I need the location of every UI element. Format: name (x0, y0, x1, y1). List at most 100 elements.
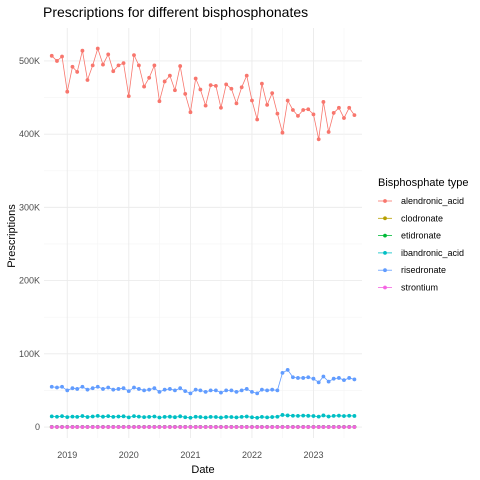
data-point-ibandronic_acid (111, 415, 115, 419)
data-point-strontium (142, 425, 146, 429)
data-point-alendronic_acid (183, 92, 187, 96)
data-point-strontium (194, 425, 198, 429)
data-point-risedronate (327, 380, 331, 384)
data-point-strontium (224, 425, 228, 429)
data-point-alendronic_acid (214, 84, 218, 88)
legend-key-point (383, 216, 387, 220)
data-point-risedronate (342, 378, 346, 382)
data-point-risedronate (347, 376, 351, 380)
data-point-risedronate (332, 377, 336, 381)
data-point-risedronate (306, 375, 310, 379)
data-point-ibandronic_acid (322, 414, 326, 418)
y-tick-label: 0 (35, 422, 40, 432)
data-point-ibandronic_acid (173, 415, 177, 419)
data-point-ibandronic_acid (106, 414, 110, 418)
data-point-ibandronic_acid (101, 415, 105, 419)
data-point-risedronate (270, 388, 274, 392)
data-point-strontium (132, 425, 136, 429)
data-point-ibandronic_acid (132, 414, 136, 418)
data-point-ibandronic_acid (158, 416, 162, 420)
data-point-alendronic_acid (65, 90, 69, 94)
data-point-ibandronic_acid (86, 415, 90, 419)
x-tick-label: 2019 (57, 450, 77, 460)
data-point-alendronic_acid (168, 74, 172, 78)
data-point-alendronic_acid (96, 47, 100, 51)
data-point-ibandronic_acid (265, 415, 269, 419)
data-point-alendronic_acid (260, 82, 264, 86)
data-point-ibandronic_acid (301, 414, 305, 418)
data-point-alendronic_acid (147, 76, 151, 80)
data-point-alendronic_acid (301, 108, 305, 112)
data-point-strontium (111, 425, 115, 429)
data-point-alendronic_acid (265, 103, 269, 107)
data-point-risedronate (240, 389, 244, 393)
data-point-ibandronic_acid (332, 414, 336, 418)
data-point-ibandronic_acid (152, 415, 156, 419)
data-point-risedronate (224, 389, 228, 393)
data-point-alendronic_acid (322, 100, 326, 104)
data-point-risedronate (286, 368, 290, 372)
data-point-ibandronic_acid (189, 416, 193, 420)
legend-label: alendronic_acid (401, 196, 464, 206)
data-point-alendronic_acid (60, 55, 64, 59)
data-point-ibandronic_acid (50, 415, 54, 419)
y-axis-title: Prescriptions (6, 204, 18, 268)
data-point-strontium (55, 425, 59, 429)
data-point-ibandronic_acid (286, 414, 290, 418)
data-point-strontium (189, 425, 193, 429)
data-point-alendronic_acid (209, 83, 213, 87)
data-point-risedronate (245, 387, 249, 391)
data-point-alendronic_acid (347, 106, 351, 110)
data-point-ibandronic_acid (209, 415, 213, 419)
data-point-ibandronic_acid (96, 414, 100, 418)
data-point-risedronate (127, 389, 131, 393)
data-point-alendronic_acid (50, 54, 54, 58)
data-point-alendronic_acid (132, 53, 136, 57)
data-point-risedronate (60, 385, 64, 389)
data-point-strontium (235, 425, 239, 429)
data-point-alendronic_acid (81, 49, 85, 53)
data-point-strontium (50, 425, 54, 429)
legend-label: risedronate (401, 265, 446, 275)
data-point-risedronate (65, 389, 69, 393)
data-point-alendronic_acid (306, 107, 310, 111)
data-point-risedronate (117, 387, 121, 391)
data-point-ibandronic_acid (312, 414, 316, 418)
data-point-strontium (106, 425, 110, 429)
data-point-strontium (337, 425, 341, 429)
data-point-ibandronic_acid (122, 414, 126, 418)
data-point-alendronic_acid (286, 99, 290, 103)
data-point-ibandronic_acid (127, 415, 131, 419)
data-point-ibandronic_acid (183, 415, 187, 419)
data-point-risedronate (255, 391, 259, 395)
legend-key-point (383, 199, 387, 203)
data-point-ibandronic_acid (276, 415, 280, 419)
data-point-strontium (332, 425, 336, 429)
data-point-strontium (291, 425, 295, 429)
data-point-strontium (265, 425, 269, 429)
data-point-ibandronic_acid (291, 414, 295, 418)
data-point-ibandronic_acid (317, 415, 321, 419)
legend-title: Bisphosphate type (378, 177, 469, 189)
data-point-ibandronic_acid (260, 415, 264, 419)
data-point-alendronic_acid (189, 110, 193, 114)
data-point-risedronate (291, 375, 295, 379)
data-point-ibandronic_acid (117, 415, 121, 419)
data-point-risedronate (230, 389, 234, 393)
data-point-alendronic_acid (270, 91, 274, 95)
data-point-risedronate (353, 378, 357, 382)
data-point-strontium (347, 425, 351, 429)
data-point-strontium (270, 425, 274, 429)
data-point-alendronic_acid (240, 85, 244, 89)
data-point-risedronate (106, 386, 110, 390)
data-point-risedronate (163, 388, 167, 392)
data-point-strontium (81, 425, 85, 429)
data-point-risedronate (71, 386, 75, 390)
x-tick-label: 2020 (119, 450, 139, 460)
data-point-risedronate (122, 386, 126, 390)
data-point-ibandronic_acid (270, 415, 274, 419)
data-point-alendronic_acid (137, 63, 141, 67)
data-point-ibandronic_acid (347, 414, 351, 418)
data-point-strontium (122, 425, 126, 429)
data-point-strontium (198, 425, 202, 429)
